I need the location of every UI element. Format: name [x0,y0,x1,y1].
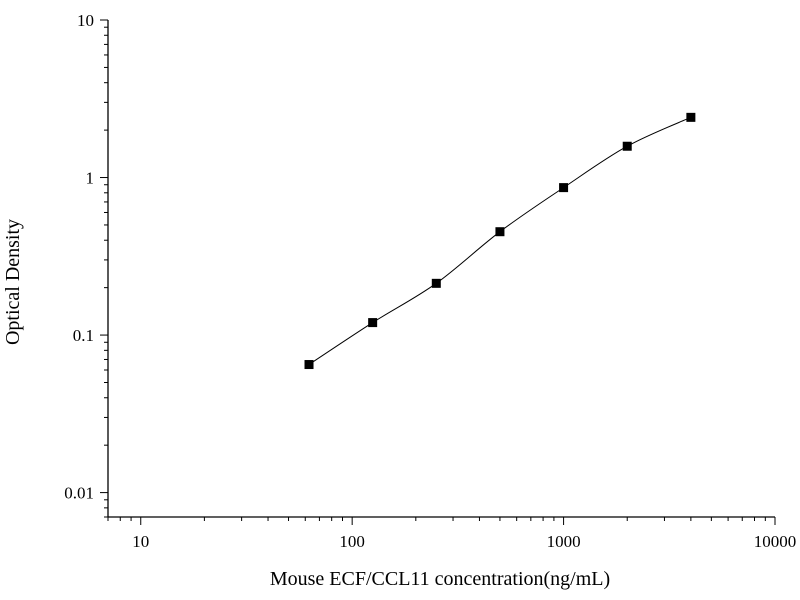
x-tick-label: 1000 [547,532,581,551]
data-point [622,141,632,151]
fit-curve [308,116,692,365]
y-axis-title: Optical Density [2,219,24,345]
x-tick-label: 10000 [754,532,797,551]
data-point [431,278,441,288]
data-point [368,318,378,328]
y-tick-label: 10 [77,11,94,30]
y-tick-label: 0.1 [73,326,94,345]
data-point [686,112,696,122]
y-tick-label: 1 [86,169,95,188]
x-tick-label: 100 [339,532,365,551]
y-tick-label: 0.01 [64,484,94,503]
data-point [559,183,569,193]
data-point [304,360,314,370]
x-axis-title: Mouse ECF/CCL11 concentration(ng/mL) [270,568,610,590]
data-points [304,112,696,370]
data-point [495,227,505,237]
x-tick-label: 10 [132,532,149,551]
axes [107,20,775,518]
ticks [100,19,776,525]
tick-labels: 10 100 1000 10000 0.01 0.1 1 10 [64,11,796,551]
